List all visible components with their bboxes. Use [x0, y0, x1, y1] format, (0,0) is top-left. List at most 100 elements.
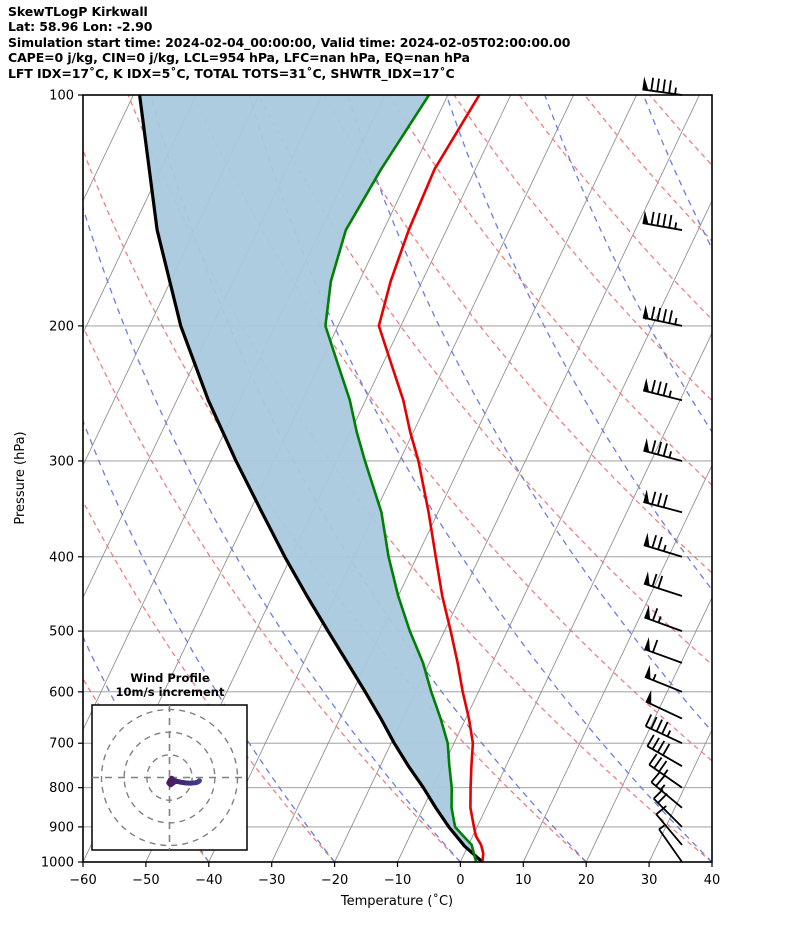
- barb-full: [662, 494, 668, 508]
- inset-title-line2: 10m/s increment: [116, 685, 225, 699]
- barb-full: [662, 309, 667, 323]
- y-tick-label: 400: [49, 550, 74, 565]
- barb-full: [653, 757, 663, 769]
- dry-adiabat-line: [649, 95, 712, 167]
- barb-shaft: [644, 676, 683, 693]
- barb-full: [648, 753, 658, 766]
- isotherm-line: [83, 95, 197, 335]
- barb-shaft: [642, 88, 683, 96]
- wind-barb: [648, 753, 683, 789]
- wind-barb: [644, 714, 683, 745]
- dry-adiabat-line: [780, 95, 794, 862]
- saturated-layer-fill: [139, 95, 483, 862]
- barb-full: [651, 737, 660, 750]
- barb-flag: [643, 377, 650, 392]
- y-tick-label: 900: [49, 820, 74, 835]
- mixing-ratio-line: [445, 95, 712, 591]
- barb-flag: [642, 210, 649, 225]
- barb-shaft: [642, 222, 683, 231]
- header-stability-indices: LFT IDX=17˚C, K IDX=5˚C, TOTAL TOTS=31˚C…: [8, 65, 455, 81]
- dry-adiabat-line: [388, 95, 712, 487]
- x-tick-label: 0: [456, 873, 464, 888]
- dry-adiabat-line: [323, 95, 712, 574]
- y-axis-label: Pressure (hPa): [13, 431, 28, 524]
- barb-full: [656, 740, 666, 753]
- dry-adiabat-line: [83, 325, 461, 862]
- isotherm-line: [334, 95, 700, 862]
- dry-adiabat-line: [583, 95, 712, 242]
- barb-flag: [645, 689, 652, 705]
- y-tick-label: 800: [49, 781, 74, 796]
- y-tick-label: 200: [49, 319, 74, 334]
- barb-half: [674, 317, 678, 325]
- barb-flag: [644, 636, 651, 652]
- wind-barb: [643, 438, 683, 462]
- barb-flag: [643, 532, 650, 547]
- barb-full: [650, 77, 655, 91]
- y-tick-label: 1000: [41, 856, 74, 871]
- header-cape-indices: CAPE=0 j/kg, CIN=0 j/kg, LCL=954 hPa, LF…: [8, 50, 470, 66]
- wind-barb: [658, 824, 683, 863]
- barb-half: [674, 87, 677, 95]
- barb-half: [668, 451, 672, 458]
- barb-full: [658, 760, 668, 773]
- barb-full: [656, 441, 663, 455]
- temperature-curve: [377, 95, 485, 862]
- barb-half: [674, 222, 678, 230]
- barb-shaft: [644, 648, 683, 664]
- hodograph-line: [166, 775, 202, 788]
- parcel-line: [138, 95, 484, 862]
- x-tick-label: 40: [704, 873, 721, 888]
- isotherm-line: [208, 95, 575, 862]
- barb-shaft: [643, 501, 683, 514]
- y-axis-ticks: 100 200 300 400 500 600 700 800 900 1000: [41, 89, 83, 871]
- barb-half: [663, 769, 669, 776]
- isotherm-line: [648, 728, 712, 862]
- wind-barb: [650, 771, 683, 809]
- wind-barb: [645, 689, 683, 720]
- barb-full: [662, 213, 667, 227]
- barb-flag: [643, 571, 650, 586]
- barb-full: [668, 214, 673, 228]
- barb-flag: [644, 605, 651, 620]
- y-tick-label: 700: [49, 737, 74, 752]
- dry-adiabat-line: [127, 95, 712, 862]
- mixing-ratio-line: [642, 95, 712, 250]
- dry-adiabat-line: [257, 95, 712, 666]
- barb-half: [657, 616, 662, 623]
- barb-full: [657, 575, 664, 589]
- barb-half: [666, 730, 672, 737]
- wind-barb: [655, 805, 683, 846]
- isotherm-line: [0, 95, 8, 862]
- barb-full: [651, 491, 657, 505]
- wind-barb: [643, 489, 683, 514]
- wind-barb-column: [642, 76, 683, 863]
- x-tick-label: −50: [132, 873, 159, 888]
- dry-adiabat-line: [453, 95, 712, 402]
- barb-flag: [644, 664, 651, 680]
- temperature-line: [377, 95, 485, 862]
- barb-full: [650, 771, 661, 783]
- isotherm-line: [711, 860, 712, 862]
- barb-full: [655, 805, 667, 815]
- barb-shaft: [658, 828, 683, 863]
- mixing-ratio-line: [83, 205, 461, 862]
- dry-adiabat-grid: [83, 95, 794, 862]
- barb-shaft: [643, 544, 683, 558]
- barb-shaft: [645, 700, 683, 720]
- barb-full: [644, 714, 653, 727]
- barb-full: [651, 440, 657, 454]
- barb-flag: [642, 76, 649, 91]
- barb-full: [656, 78, 660, 92]
- barb-flag: [643, 438, 650, 453]
- wind-barb: [643, 532, 683, 558]
- wind-barb: [644, 664, 683, 693]
- mixing-ratio-line: [742, 95, 794, 862]
- barb-shaft: [642, 389, 683, 402]
- barb-full: [652, 639, 659, 653]
- mixing-ratio-line: [83, 419, 336, 862]
- wind-barb: [643, 571, 683, 597]
- barb-half: [668, 390, 672, 398]
- x-tick-label: −20: [321, 873, 348, 888]
- barb-flag: [643, 489, 650, 504]
